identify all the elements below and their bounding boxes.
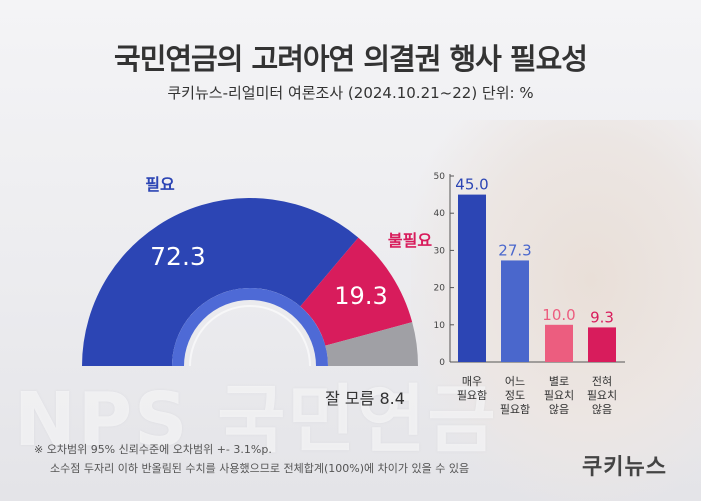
donut-inner-ring-thin: [189, 305, 311, 367]
bar-category-label-3-1: 필요치: [587, 389, 617, 402]
bar-category-label-2-1: 필요치: [544, 389, 574, 402]
bar-category-label-1-0: 어느: [505, 375, 525, 388]
bar-category-label-1-1: 정도: [505, 389, 525, 402]
footnote: ※ 오차범위 95% 신뢰수준에 오차범위 +- 3.1%p. 소수점 두자리 …: [34, 440, 469, 478]
bar-3: [588, 327, 616, 362]
bar-category-label-2-2: 않음: [549, 403, 569, 416]
bar-category-label-3-0: 전혀: [592, 375, 612, 388]
bar-category-label-3-2: 않음: [592, 403, 612, 416]
donut-slice-1: [300, 237, 413, 346]
bar-category-label-0-1: 필요함: [457, 389, 487, 402]
slice-value-1: 19.3: [334, 282, 387, 310]
y-tick-label-4: 40: [434, 209, 446, 219]
bar-1: [501, 260, 529, 362]
slice-label-0: 필요: [145, 175, 175, 194]
bar-value-label-2: 10.0: [542, 306, 575, 324]
y-tick-label-0: 0: [439, 358, 445, 368]
slice-value-0: 72.3: [150, 242, 206, 271]
bar-category-label-1-2: 필요함: [500, 403, 530, 416]
y-tick-label-1: 10: [434, 321, 446, 331]
slice-label-2: 잘 모름 8.4: [325, 389, 405, 408]
bar-2: [545, 324, 573, 362]
bar-value-label-0: 45.0: [455, 176, 488, 194]
y-tick-label-2: 20: [434, 284, 446, 294]
bar-value-label-1: 27.3: [498, 241, 531, 259]
y-tick-label-5: 50: [434, 172, 446, 182]
donut-slice-0: [82, 198, 359, 366]
footnote-line-2: 소수점 두자리 이하 반올림된 수치를 사용했으므로 전체합계(100%)에 차…: [50, 462, 470, 475]
bar-category-label-2-0: 별로: [549, 375, 569, 388]
bar-0: [458, 194, 486, 362]
nps-watermark: NPS 국민연금: [14, 377, 498, 463]
donut-slice-2: [325, 322, 418, 366]
chart-title: 국민연금의 고려아연 의결권 행사 필요성: [114, 42, 588, 76]
slice-label-1: 불필요: [388, 231, 432, 250]
footnote-line-1: ※ 오차범위 95% 신뢰수준에 오차범위 +- 3.1%p.: [34, 443, 272, 456]
brand-logo: 쿠키뉴스: [582, 455, 667, 480]
chart-subtitle: 쿠키뉴스-리얼미터 여론조사 (2024.10.21~22) 단위: %: [167, 84, 534, 102]
donut-inner-ring: [172, 288, 328, 367]
bar-category-label-0-0: 매우: [462, 375, 482, 388]
bar-value-label-3: 9.3: [590, 308, 614, 326]
y-tick-label-3: 30: [434, 246, 446, 256]
